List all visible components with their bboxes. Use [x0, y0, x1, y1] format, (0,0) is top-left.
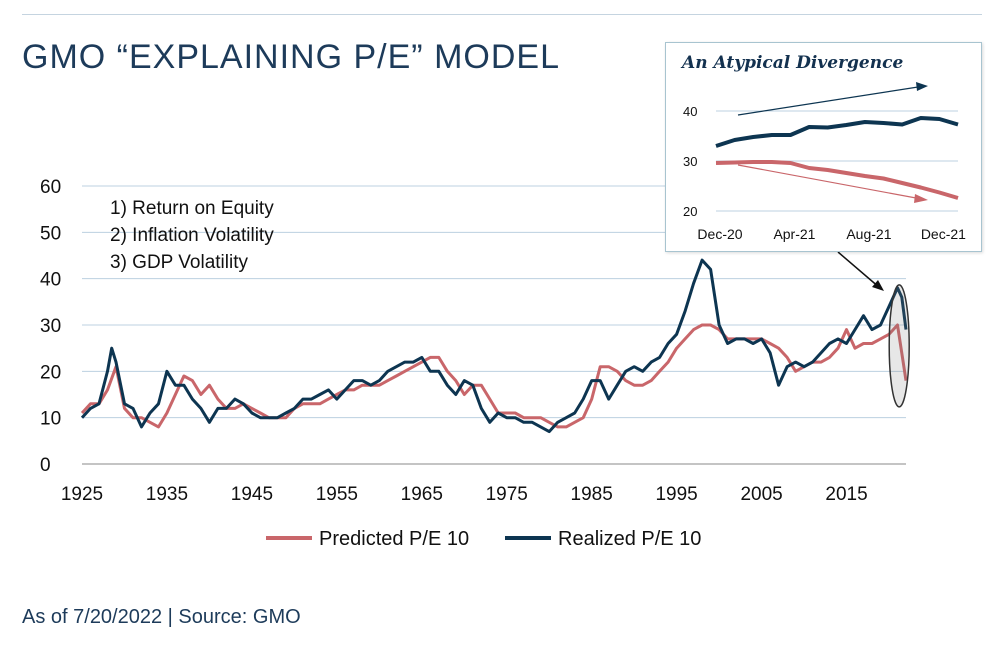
- inset-trend-arrow-down: [737, 164, 917, 199]
- x-tick-label: 2015: [825, 484, 867, 505]
- x-tick-label: 1935: [146, 484, 188, 505]
- pointer-arrowhead: [872, 280, 884, 291]
- x-tick-label: 1995: [655, 484, 697, 505]
- legend-label: Predicted P/E 10: [319, 528, 469, 550]
- inset-y-tick-label: 40: [683, 104, 697, 119]
- y-tick-label: 60: [40, 177, 61, 198]
- top-rule: [22, 14, 982, 15]
- factor-item: 1) Return on Equity: [110, 198, 274, 219]
- y-tick-label: 30: [40, 316, 61, 337]
- x-tick-label: 1985: [571, 484, 613, 505]
- x-tick-label: 1975: [486, 484, 528, 505]
- highlight-ellipse: [888, 284, 910, 408]
- inset-trend-arrow-up: [737, 86, 919, 116]
- pointer-arrow: [837, 251, 881, 289]
- y-tick-label: 0: [40, 455, 51, 476]
- inset-x-tick-label: Dec-21: [921, 226, 966, 242]
- inset-x-tick-label: Dec-20: [697, 226, 742, 242]
- factor-item: 2) Inflation Volatility: [110, 225, 274, 246]
- x-tick-label: 2005: [740, 484, 782, 505]
- inset-y-tick-label: 20: [683, 204, 697, 219]
- x-tick-label: 1945: [231, 484, 273, 505]
- factor-list: 1) Return on Equity 2) Inflation Volatil…: [110, 195, 274, 276]
- inset-trend-arrowhead-down: [914, 194, 928, 203]
- legend-label: Realized P/E 10: [558, 528, 701, 550]
- x-tick-label: 1925: [61, 484, 103, 505]
- y-tick-label: 10: [40, 409, 61, 430]
- inset-title: An Atypical Divergence: [682, 53, 904, 73]
- x-tick-label: 1955: [316, 484, 358, 505]
- factor-item: 3) GDP Volatility: [110, 252, 248, 273]
- inset-x-tick-label: Apr-21: [773, 226, 815, 242]
- inset-trend-arrowhead-up: [916, 82, 928, 91]
- inset-series-line-realized: [715, 116, 959, 148]
- source-note: As of 7/20/2022 | Source: GMO: [22, 606, 301, 628]
- x-tick-label: 1965: [401, 484, 443, 505]
- inset-x-tick-label: Aug-21: [846, 226, 891, 242]
- y-tick-label: 40: [40, 270, 61, 291]
- y-tick-label: 50: [40, 223, 61, 244]
- inset-series-line-predicted: [715, 160, 959, 200]
- inset-panel: An Atypical Divergence 20 30 40 Dec-20 Apr-2…: [665, 42, 982, 252]
- inset-chart: 20 30 40 Dec-20 Apr-21 Aug-21 Dec-21: [683, 82, 966, 242]
- inset-y-tick-label: 30: [683, 154, 697, 169]
- y-tick-label: 20: [40, 362, 61, 383]
- series-line-realized: [80, 258, 908, 434]
- page-title: GMO “EXPLAINING P/E” MODEL: [22, 38, 560, 76]
- series-line-predicted: [80, 323, 908, 429]
